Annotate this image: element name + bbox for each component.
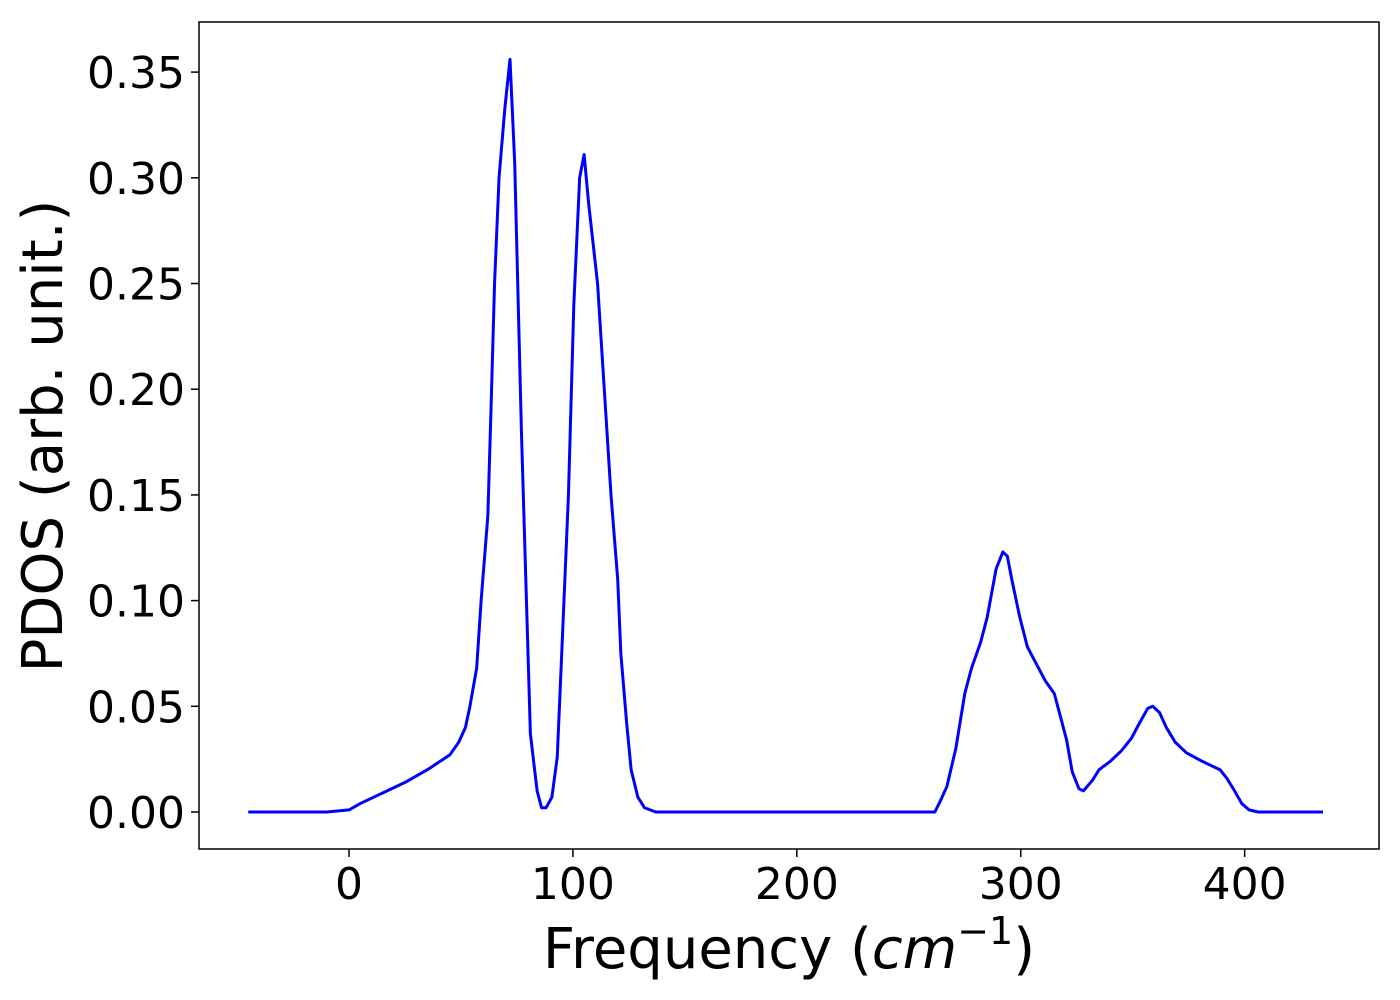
- y-tick-label: 0.10: [87, 577, 185, 628]
- x-label-text: Frequency (: [543, 917, 872, 982]
- y-tick-label: 0.30: [87, 154, 185, 205]
- x-axis-label: Frequency (cm−1): [543, 909, 1035, 982]
- plot-frame: [198, 21, 1380, 850]
- x-tick-label: 200: [755, 859, 839, 910]
- x-tick-label: 100: [531, 859, 615, 910]
- x-label-exponent: −1: [957, 909, 1013, 953]
- x-label-unit: cm: [872, 917, 957, 982]
- y-tick-label: 0.05: [87, 682, 185, 733]
- y-axis-label: PDOS (arb. unit.): [11, 200, 76, 673]
- data-line: [248, 57, 1324, 814]
- x-tick-label: 400: [1203, 859, 1287, 910]
- y-tick-label: 0.35: [87, 48, 185, 99]
- y-tick-label: 0.00: [87, 788, 185, 839]
- y-tick-label: 0.15: [87, 471, 185, 522]
- x-label-close: ): [1013, 917, 1035, 982]
- x-tick-label: 300: [979, 859, 1063, 910]
- y-tick-label: 0.25: [87, 260, 185, 311]
- x-tick-label: 0: [335, 859, 363, 910]
- y-tick-label: 0.20: [87, 365, 185, 416]
